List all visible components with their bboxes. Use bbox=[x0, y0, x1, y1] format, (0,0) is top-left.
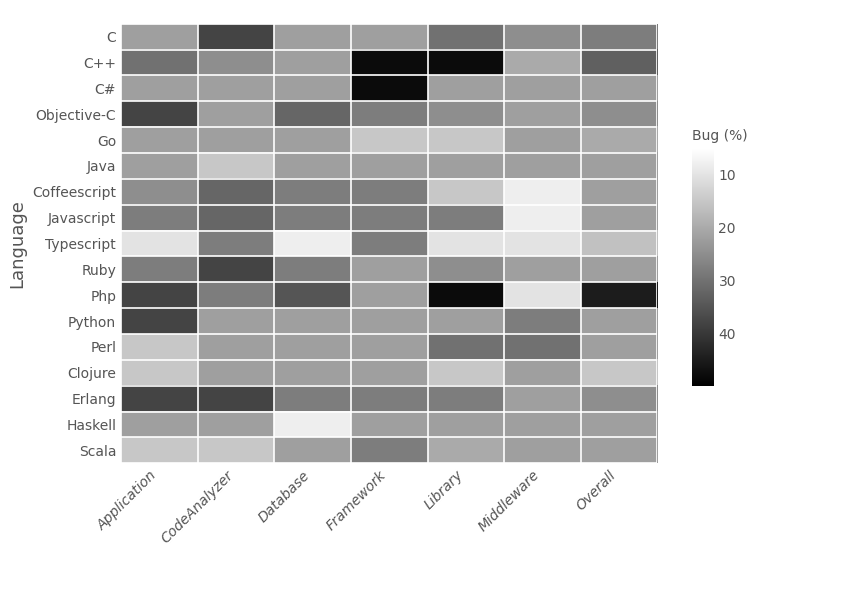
Text: Bug (%): Bug (%) bbox=[692, 129, 747, 143]
Y-axis label: Language: Language bbox=[9, 199, 27, 288]
